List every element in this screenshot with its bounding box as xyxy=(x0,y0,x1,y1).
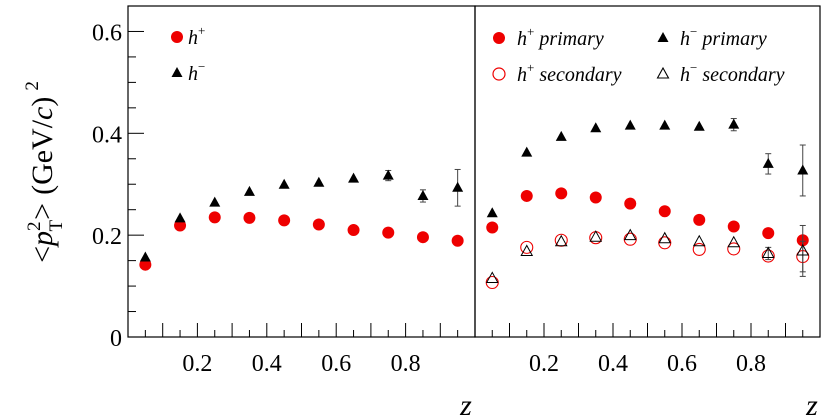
data-points xyxy=(139,118,810,290)
point-p1-s0-7 xyxy=(727,220,740,233)
x-tick-label-p0-3: 0.8 xyxy=(391,351,421,377)
point-p1-s1-2 xyxy=(555,130,567,141)
point-p0-s0-3 xyxy=(243,211,256,224)
point-p1-s1-9 xyxy=(797,164,809,175)
point-p1-s3-2 xyxy=(554,234,568,247)
point-p1-s1-6 xyxy=(693,120,705,131)
legend-label-h-plus-primary: h+ primary xyxy=(517,24,604,50)
point-p0-s1-8 xyxy=(417,189,429,200)
axis-ticks xyxy=(128,5,804,338)
point-p0-s0-4 xyxy=(278,214,291,227)
point-p1-s1-7 xyxy=(728,118,740,129)
point-p0-s0-2 xyxy=(208,211,221,224)
legend-marker-h-plus-primary xyxy=(493,32,505,44)
point-p0-s0-8 xyxy=(416,231,429,244)
point-p1-s3-9 xyxy=(796,243,810,256)
point-p1-s0-0 xyxy=(486,221,499,234)
point-p1-s2-1 xyxy=(520,240,534,254)
point-p1-s3-8 xyxy=(761,246,775,258)
legend-label-h-minus-secondary: h− secondary xyxy=(680,60,785,86)
point-p1-s1-8 xyxy=(762,157,774,168)
point-p1-s2-4 xyxy=(623,232,637,246)
point-p0-s1-7 xyxy=(382,169,394,180)
point-p0-s0-5 xyxy=(312,218,325,231)
legend-marker-h-plus xyxy=(171,31,183,43)
y-tick-label-0: 0 xyxy=(110,326,122,352)
point-p0-s0-9 xyxy=(451,234,464,247)
x-tick-label-p0-1: 0.4 xyxy=(252,351,282,377)
point-p1-s2-6 xyxy=(692,242,706,256)
point-p1-s0-2 xyxy=(555,187,568,200)
point-p1-s0-1 xyxy=(520,189,533,202)
point-p1-s3-7 xyxy=(727,235,741,248)
point-p1-s3-3 xyxy=(589,230,603,242)
point-p1-s3-4 xyxy=(623,228,637,241)
point-p1-s0-5 xyxy=(658,205,671,218)
legend-right: h+ primary h− primary h+ secondary h− se… xyxy=(492,24,785,86)
legend-marker-h-minus xyxy=(171,67,183,77)
point-p0-s1-3 xyxy=(243,185,255,196)
x-axis-label-left: z xyxy=(459,389,472,420)
point-p1-s3-5 xyxy=(658,231,672,244)
legend-marker-h-minus-secondary xyxy=(656,66,670,79)
legend-label-h-minus-primary: h− primary xyxy=(680,24,767,50)
y-axis-label: <p2T>(GeV/c)2 xyxy=(22,81,67,263)
x-tick-label-p0-2: 0.6 xyxy=(321,351,351,377)
point-p0-s1-1 xyxy=(174,212,186,223)
legend-left: h+ h− xyxy=(171,23,205,85)
point-p1-s3-0 xyxy=(485,271,499,283)
x-tick-label-p1-2: 0.6 xyxy=(667,351,697,377)
point-p1-s0-3 xyxy=(589,191,602,204)
point-p0-s1-5 xyxy=(313,176,325,187)
point-p1-s0-8 xyxy=(762,227,775,240)
x-tick-label-p1-1: 0.4 xyxy=(598,351,628,377)
point-p0-s0-0 xyxy=(139,258,152,271)
point-p1-s1-4 xyxy=(624,119,636,130)
legend-label-h-plus-secondary: h+ secondary xyxy=(517,60,622,86)
legend-label-h-minus: h− xyxy=(188,59,205,85)
legend-marker-h-minus-primary xyxy=(657,32,669,42)
point-p1-s0-4 xyxy=(624,197,637,210)
point-p0-s0-1 xyxy=(174,219,187,232)
point-p1-s1-5 xyxy=(659,119,671,130)
x-tick-label-p1-3: 0.8 xyxy=(736,351,766,377)
point-p1-s1-1 xyxy=(521,146,533,157)
point-p1-s2-3 xyxy=(589,231,603,245)
y-tick-label-2: 0.4 xyxy=(92,122,122,148)
y-tick-label-3: 0.6 xyxy=(92,20,122,46)
point-p1-s1-0 xyxy=(486,207,498,218)
point-p0-s1-2 xyxy=(209,196,221,207)
point-p1-s3-6 xyxy=(692,234,706,247)
tick-labels: 0.2 0.4 0.6 0.8 0 0.2 0.4 0.6 0.2 0.4 0.6 0.8 xyxy=(92,20,766,377)
point-p0-s1-4 xyxy=(278,178,290,189)
legend-label-h-plus: h+ xyxy=(188,23,205,49)
legend-marker-h-plus-secondary xyxy=(492,67,506,81)
x-axis-label-right: z xyxy=(805,389,818,420)
point-p1-s1-3 xyxy=(590,122,602,133)
x-tick-label-p1-0: 0.2 xyxy=(529,351,559,377)
point-p0-s1-9 xyxy=(452,181,464,192)
point-p0-s1-6 xyxy=(348,172,360,183)
point-p1-s3-1 xyxy=(520,244,534,256)
y-tick-label-1: 0.2 xyxy=(92,224,122,250)
point-p0-s0-7 xyxy=(382,226,395,239)
point-p0-s0-6 xyxy=(347,224,360,237)
point-p1-s0-6 xyxy=(693,213,706,226)
x-tick-label-p0-0: 0.2 xyxy=(182,351,212,377)
point-p0-s1-0 xyxy=(139,251,151,262)
point-p1-s2-7 xyxy=(727,242,741,256)
left-panel-frame xyxy=(127,5,476,338)
